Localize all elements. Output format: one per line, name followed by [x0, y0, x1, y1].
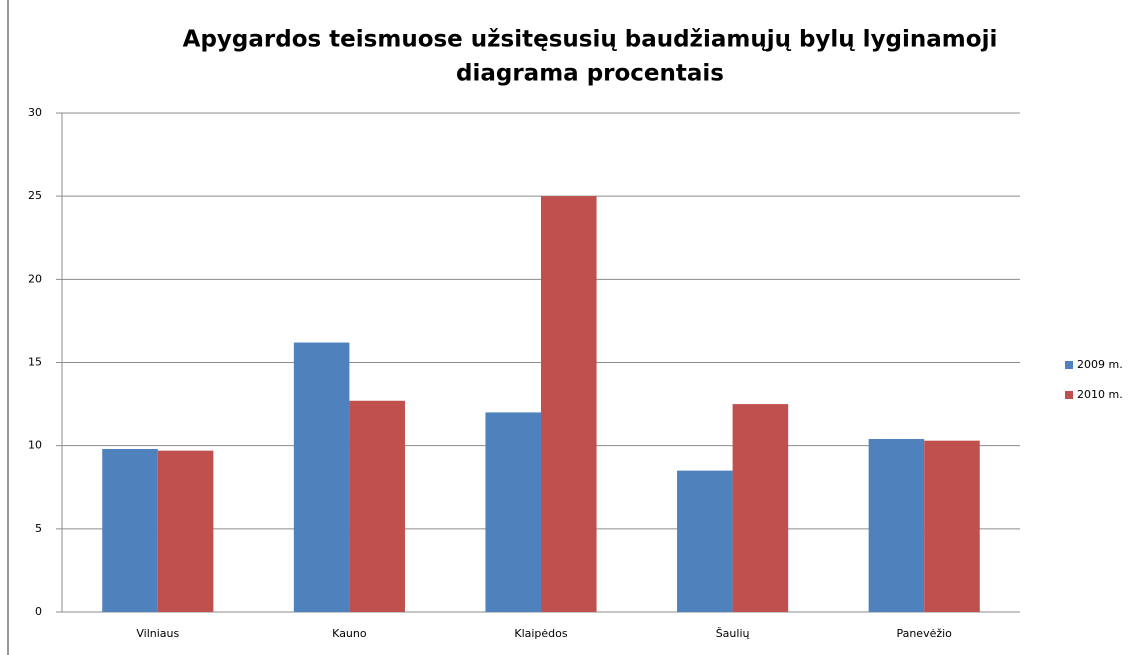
bar	[868, 439, 925, 612]
legend-label: 2009 m.	[1077, 358, 1123, 371]
y-tick-label: 5	[35, 522, 42, 535]
x-tick-label: Panevėžio	[896, 627, 952, 640]
bar	[485, 412, 541, 612]
x-tick-label: Klaipėdos	[514, 627, 568, 640]
y-tick-label: 10	[28, 439, 42, 452]
y-tick-label: 20	[28, 272, 42, 285]
y-tick-label: 25	[28, 189, 42, 202]
bar	[732, 404, 789, 612]
x-tick-label: Šaulių	[716, 627, 750, 640]
bar	[102, 448, 158, 612]
bar	[293, 342, 350, 612]
y-tick-label: 30	[28, 106, 42, 119]
legend-label: 2010 m.	[1077, 388, 1123, 401]
x-tick-label: Kauno	[332, 627, 367, 640]
chart-title: diagrama procentais	[456, 61, 724, 87]
x-tick-label: Vilniaus	[136, 627, 179, 640]
bar	[924, 440, 980, 612]
legend-swatch	[1065, 361, 1073, 369]
bar	[677, 470, 733, 612]
legend-swatch	[1065, 391, 1073, 399]
bar	[157, 450, 214, 612]
y-tick-label: 0	[35, 605, 42, 618]
bar	[541, 196, 597, 612]
chart-title: Apygardos teismuose užsitęsusių baudžiam…	[183, 27, 998, 53]
bar	[349, 400, 405, 612]
y-tick-label: 15	[28, 356, 42, 369]
